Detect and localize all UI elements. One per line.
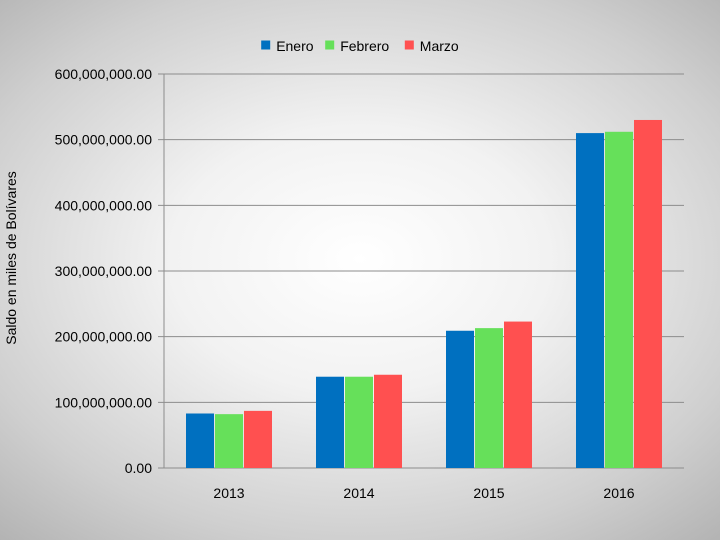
y-tick-label: 300,000,000.00 bbox=[55, 263, 153, 279]
bar-marzo-2015 bbox=[504, 321, 532, 468]
legend-swatch-marzo bbox=[404, 40, 414, 50]
y-tick-label: 500,000,000.00 bbox=[55, 132, 153, 148]
legend-label-marzo: Marzo bbox=[420, 38, 459, 54]
bar-enero-2016 bbox=[576, 133, 604, 468]
y-tick-label: 200,000,000.00 bbox=[55, 329, 153, 345]
x-axis-ticks: 2013 2014 2015 2016 bbox=[213, 485, 634, 501]
y-axis-ticks: 0.00 100,000,000.00 200,000,000.00 300,000,… bbox=[55, 66, 153, 476]
bar-febrero-2016 bbox=[605, 131, 633, 468]
bars bbox=[186, 119, 662, 468]
legend-label-enero: Enero bbox=[276, 38, 314, 54]
bar-marzo-2014 bbox=[374, 374, 402, 468]
x-tick-label: 2014 bbox=[343, 485, 374, 501]
bar-marzo-2016 bbox=[634, 119, 662, 468]
bar-enero-2015 bbox=[446, 330, 474, 468]
x-tick-label: 2016 bbox=[603, 485, 634, 501]
legend-swatch-febrero bbox=[325, 40, 335, 50]
gridlines bbox=[158, 73, 684, 469]
x-tick-label: 2013 bbox=[213, 485, 244, 501]
bar-marzo-2013 bbox=[244, 410, 272, 468]
y-tick-label: 600,000,000.00 bbox=[55, 66, 153, 82]
legend-label-febrero: Febrero bbox=[340, 38, 389, 54]
bar-febrero-2013 bbox=[215, 414, 243, 468]
bar-febrero-2014 bbox=[345, 376, 373, 468]
y-tick-label: 400,000,000.00 bbox=[55, 197, 153, 213]
bar-enero-2013 bbox=[186, 413, 214, 468]
legend: Enero Febrero Marzo bbox=[261, 38, 459, 54]
bar-febrero-2015 bbox=[475, 328, 503, 468]
x-tick-label: 2015 bbox=[473, 485, 504, 501]
y-tick-label: 100,000,000.00 bbox=[55, 394, 153, 410]
legend-swatch-enero bbox=[261, 40, 271, 50]
bar-enero-2014 bbox=[316, 376, 344, 468]
y-tick-label: 0.00 bbox=[125, 460, 152, 476]
y-axis-title: Saldo en miles de Bolívares bbox=[3, 171, 19, 345]
